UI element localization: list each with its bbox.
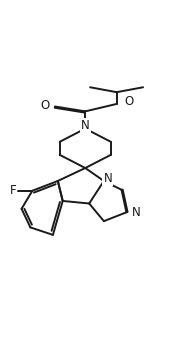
Text: O: O (41, 99, 50, 112)
Text: N: N (132, 206, 140, 219)
Text: N: N (81, 119, 90, 132)
Text: O: O (125, 96, 134, 108)
Text: N: N (103, 172, 112, 185)
Text: F: F (10, 184, 16, 197)
